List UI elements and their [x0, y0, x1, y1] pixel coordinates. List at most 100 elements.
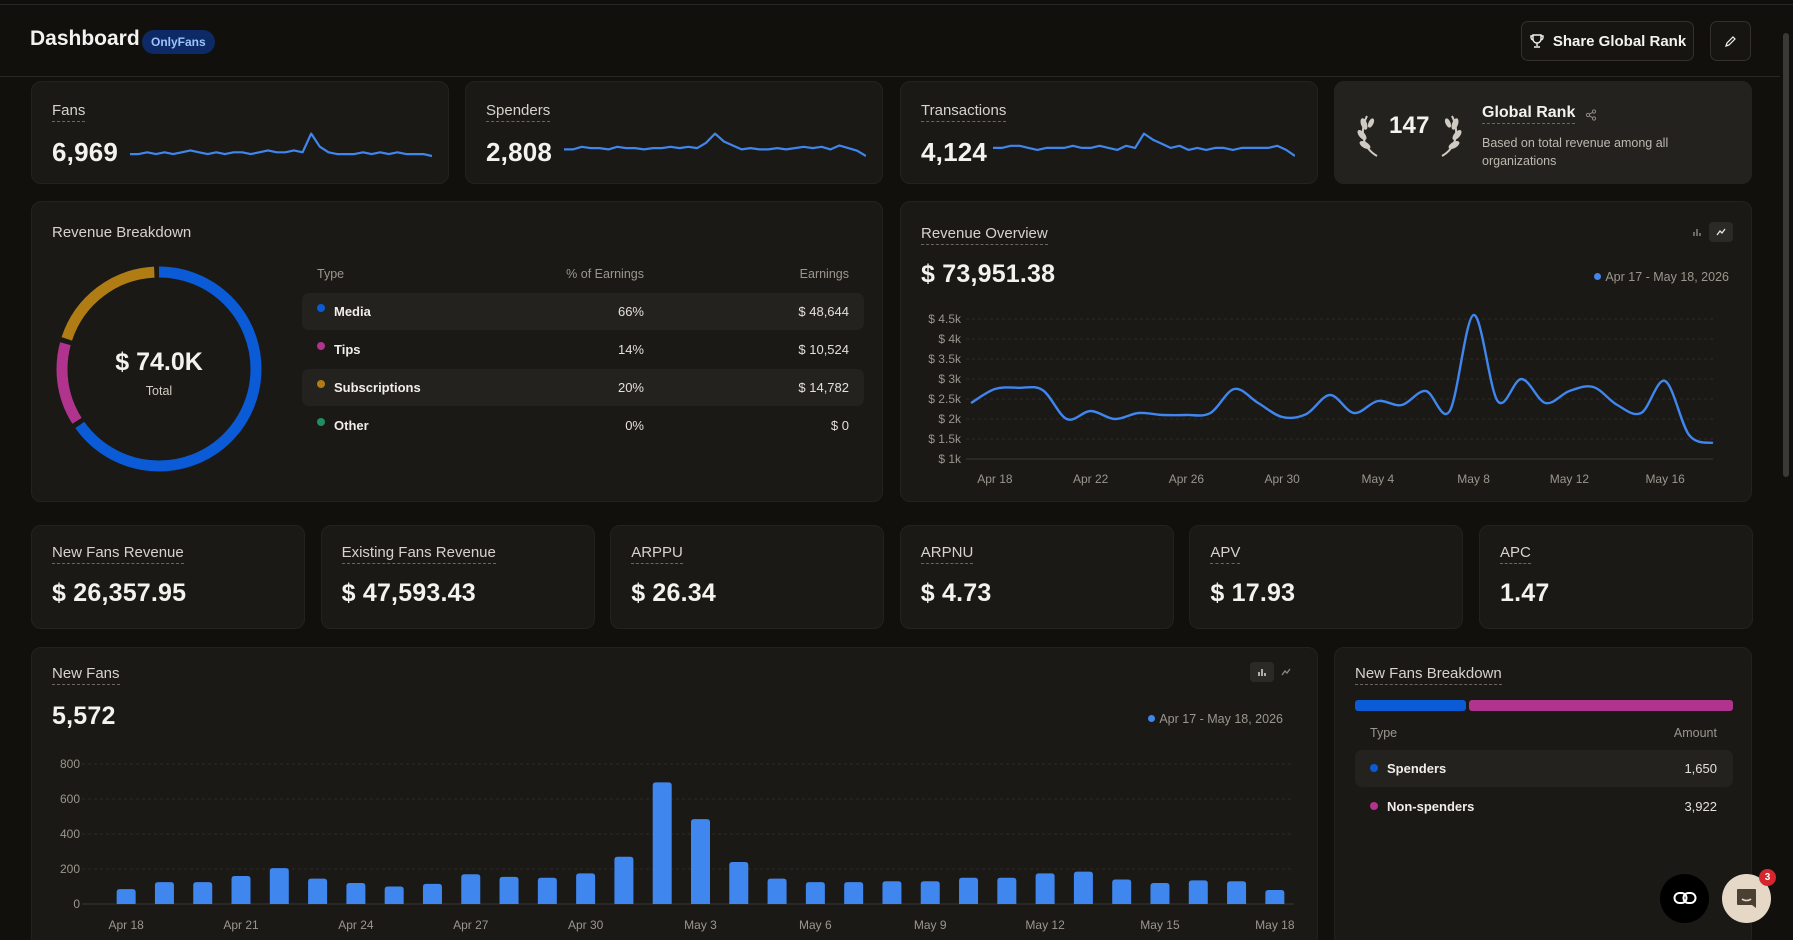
spenders-card: Spenders 2,808: [465, 81, 883, 184]
row-amount: 3,922: [1684, 799, 1717, 814]
edit-button[interactable]: [1710, 21, 1751, 61]
row-pct: 0%: [625, 418, 644, 433]
link-button[interactable]: [1660, 874, 1709, 923]
bar-view-toggle[interactable]: [1250, 662, 1274, 682]
metric-label: ARPPU: [631, 544, 683, 564]
legend-dot-icon: [1370, 764, 1378, 772]
transactions-label: Transactions: [921, 102, 1007, 122]
page-title: Dashboard: [30, 27, 140, 50]
global-rank-title: Global Rank: [1482, 104, 1576, 124]
metric-card: ARPNU $ 4.73: [899, 525, 1174, 629]
y-tick-label: $ 3.5k: [928, 352, 962, 366]
bar: [844, 882, 864, 904]
line-view-toggle[interactable]: [1274, 662, 1298, 682]
share-icon[interactable]: [1585, 109, 1597, 121]
new-fans-total: 5,572: [52, 702, 116, 730]
nf-col-type-header: Type: [1370, 726, 1398, 740]
row-type: Tips: [334, 342, 361, 357]
line-chart-icon: [1281, 668, 1291, 676]
trophy-icon: [1530, 34, 1544, 48]
range-dot-icon: [1148, 715, 1156, 722]
line-view-toggle[interactable]: [1709, 222, 1733, 242]
x-tick-label: Apr 22: [1073, 472, 1109, 486]
table-row: Other 0% $ 0: [302, 407, 864, 444]
x-tick-label: May 4: [1362, 472, 1395, 486]
new-fans-date-range: Apr 17 - May 18, 2026: [1148, 712, 1283, 726]
x-tick-label: Apr 26: [1169, 472, 1205, 486]
bar: [729, 862, 749, 904]
revenue-overview-card: Revenue Overview $ 73,951.38 Apr 17 - Ma…: [900, 201, 1752, 502]
metric-value: 1.47: [1500, 579, 1550, 607]
global-rank-value: 147: [1389, 112, 1430, 139]
y-tick-label: $ 4.5k: [928, 312, 962, 326]
metric-value: $ 4.73: [920, 579, 992, 607]
legend-dot-icon: [317, 418, 325, 426]
metric-card: ARPPU $ 26.34: [610, 525, 885, 629]
laurel-right-icon: [1441, 115, 1462, 157]
new-fans-bar-chart: 0 200 400 600 800 Apr 18 Apr 21 Apr 24 Apr 27 Apr…: [60, 757, 1295, 932]
x-tick-label: Apr 30: [1264, 472, 1300, 486]
bar: [1073, 871, 1093, 904]
row-type: Spenders: [1387, 761, 1447, 776]
row-type: Media: [334, 304, 371, 319]
bar: [997, 877, 1017, 904]
donut-center-label: Total: [145, 384, 173, 398]
bar-chart-icon: [1258, 669, 1266, 676]
row-earnings: $ 0: [830, 418, 849, 433]
x-tick-label: May 3: [684, 918, 717, 932]
row-type: Subscriptions: [334, 380, 421, 395]
revenue-line-chart: $ 1k $ 1.5k $ 2k $ 2.5k $ 3k $ 3.5k $ 4k $ 4.5k…: [928, 312, 1714, 486]
fans-sparkline: [130, 132, 432, 158]
revenue-breakdown-title: Revenue Breakdown: [52, 224, 192, 241]
metric-label: ARPNU: [920, 544, 974, 564]
row-pct: 14%: [617, 342, 644, 357]
y-tick-label: $ 1.5k: [928, 432, 962, 446]
bar: [308, 878, 328, 904]
chat-notification-badge: 3: [1759, 869, 1776, 886]
x-tick-label: May 16: [1645, 472, 1685, 486]
page-header: Dashboard OnlyFans Share Global Rank: [0, 5, 1780, 77]
pencil-icon: [1725, 35, 1736, 47]
table-row: Spenders 1,650: [1355, 750, 1733, 787]
y-tick-label: $ 1k: [938, 452, 962, 466]
share-global-rank-button[interactable]: Share Global Rank: [1521, 21, 1694, 61]
row-earnings: $ 48,644: [798, 304, 849, 319]
bar: [767, 878, 787, 904]
metric-value: $ 26,357.95: [52, 579, 187, 607]
bar-chart-icon: [1693, 229, 1701, 236]
line-chart-icon: [1716, 228, 1726, 236]
bar: [920, 881, 940, 904]
row-pct: 66%: [617, 304, 644, 319]
row-pct: 20%: [617, 380, 644, 395]
chat-button[interactable]: 3: [1722, 869, 1776, 923]
revenue-overview-total: $ 73,951.38: [921, 260, 1056, 288]
global-rank-description: Based on total revenue among all organiz…: [1482, 136, 1669, 168]
new-fans-title: New Fans: [52, 665, 120, 685]
revenue-date-range-text: Apr 17 - May 18, 2026: [1605, 270, 1729, 284]
bar: [959, 877, 979, 904]
page-scrollbar[interactable]: [1783, 33, 1789, 477]
revenue-donut-chart: [56, 266, 262, 472]
row-type: Non-spenders: [1387, 799, 1475, 814]
bar-view-toggle[interactable]: [1685, 222, 1709, 242]
split-bar-segment-non-spenders: [1469, 700, 1733, 711]
bar: [1265, 890, 1285, 904]
metric-card: APV $ 17.93: [1189, 525, 1464, 629]
share-global-rank-label: Share Global Rank: [1552, 32, 1687, 50]
spenders-sparkline: [564, 132, 866, 157]
metric-label: APV: [1210, 544, 1241, 564]
y-tick-label: 200: [60, 862, 80, 876]
table-row: Tips 14% $ 10,524: [302, 331, 864, 368]
legend-dot-icon: [317, 380, 325, 388]
split-bar-segment-spenders: [1355, 700, 1467, 711]
transactions-value: 4,124: [921, 137, 988, 167]
x-tick-label: May 18: [1255, 918, 1295, 932]
bar: [882, 881, 902, 904]
metric-value: $ 26.34: [631, 579, 716, 607]
bar: [269, 868, 289, 904]
col-pct-header: % of Earnings: [566, 267, 644, 281]
bar: [231, 876, 251, 904]
x-tick-label: Apr 18: [977, 472, 1013, 486]
row-earnings: $ 10,524: [798, 342, 849, 357]
x-tick-label: Apr 24: [338, 918, 374, 932]
